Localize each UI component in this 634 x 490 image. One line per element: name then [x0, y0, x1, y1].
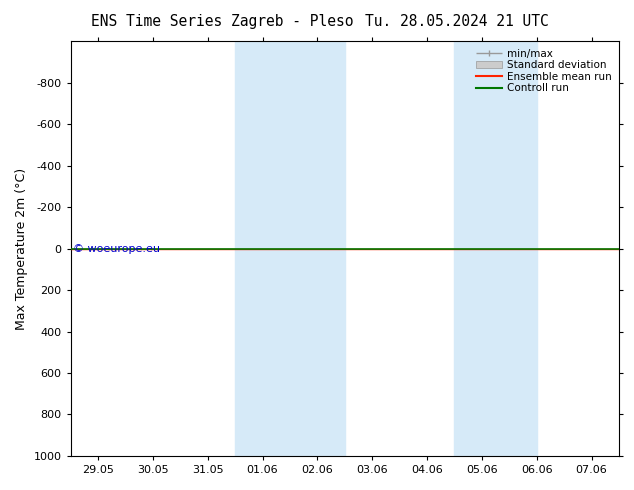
Legend: min/max, Standard deviation, Ensemble mean run, Controll run: min/max, Standard deviation, Ensemble me… [474, 47, 614, 95]
Bar [235, 41, 345, 456]
Text: ENS Time Series Zagreb - Pleso: ENS Time Series Zagreb - Pleso [91, 14, 353, 29]
Y-axis label: Max Temperature 2m (°C): Max Temperature 2m (°C) [15, 168, 28, 330]
Bar [455, 41, 537, 456]
Text: © woeurope.eu: © woeurope.eu [74, 245, 160, 254]
Text: Tu. 28.05.2024 21 UTC: Tu. 28.05.2024 21 UTC [365, 14, 548, 29]
